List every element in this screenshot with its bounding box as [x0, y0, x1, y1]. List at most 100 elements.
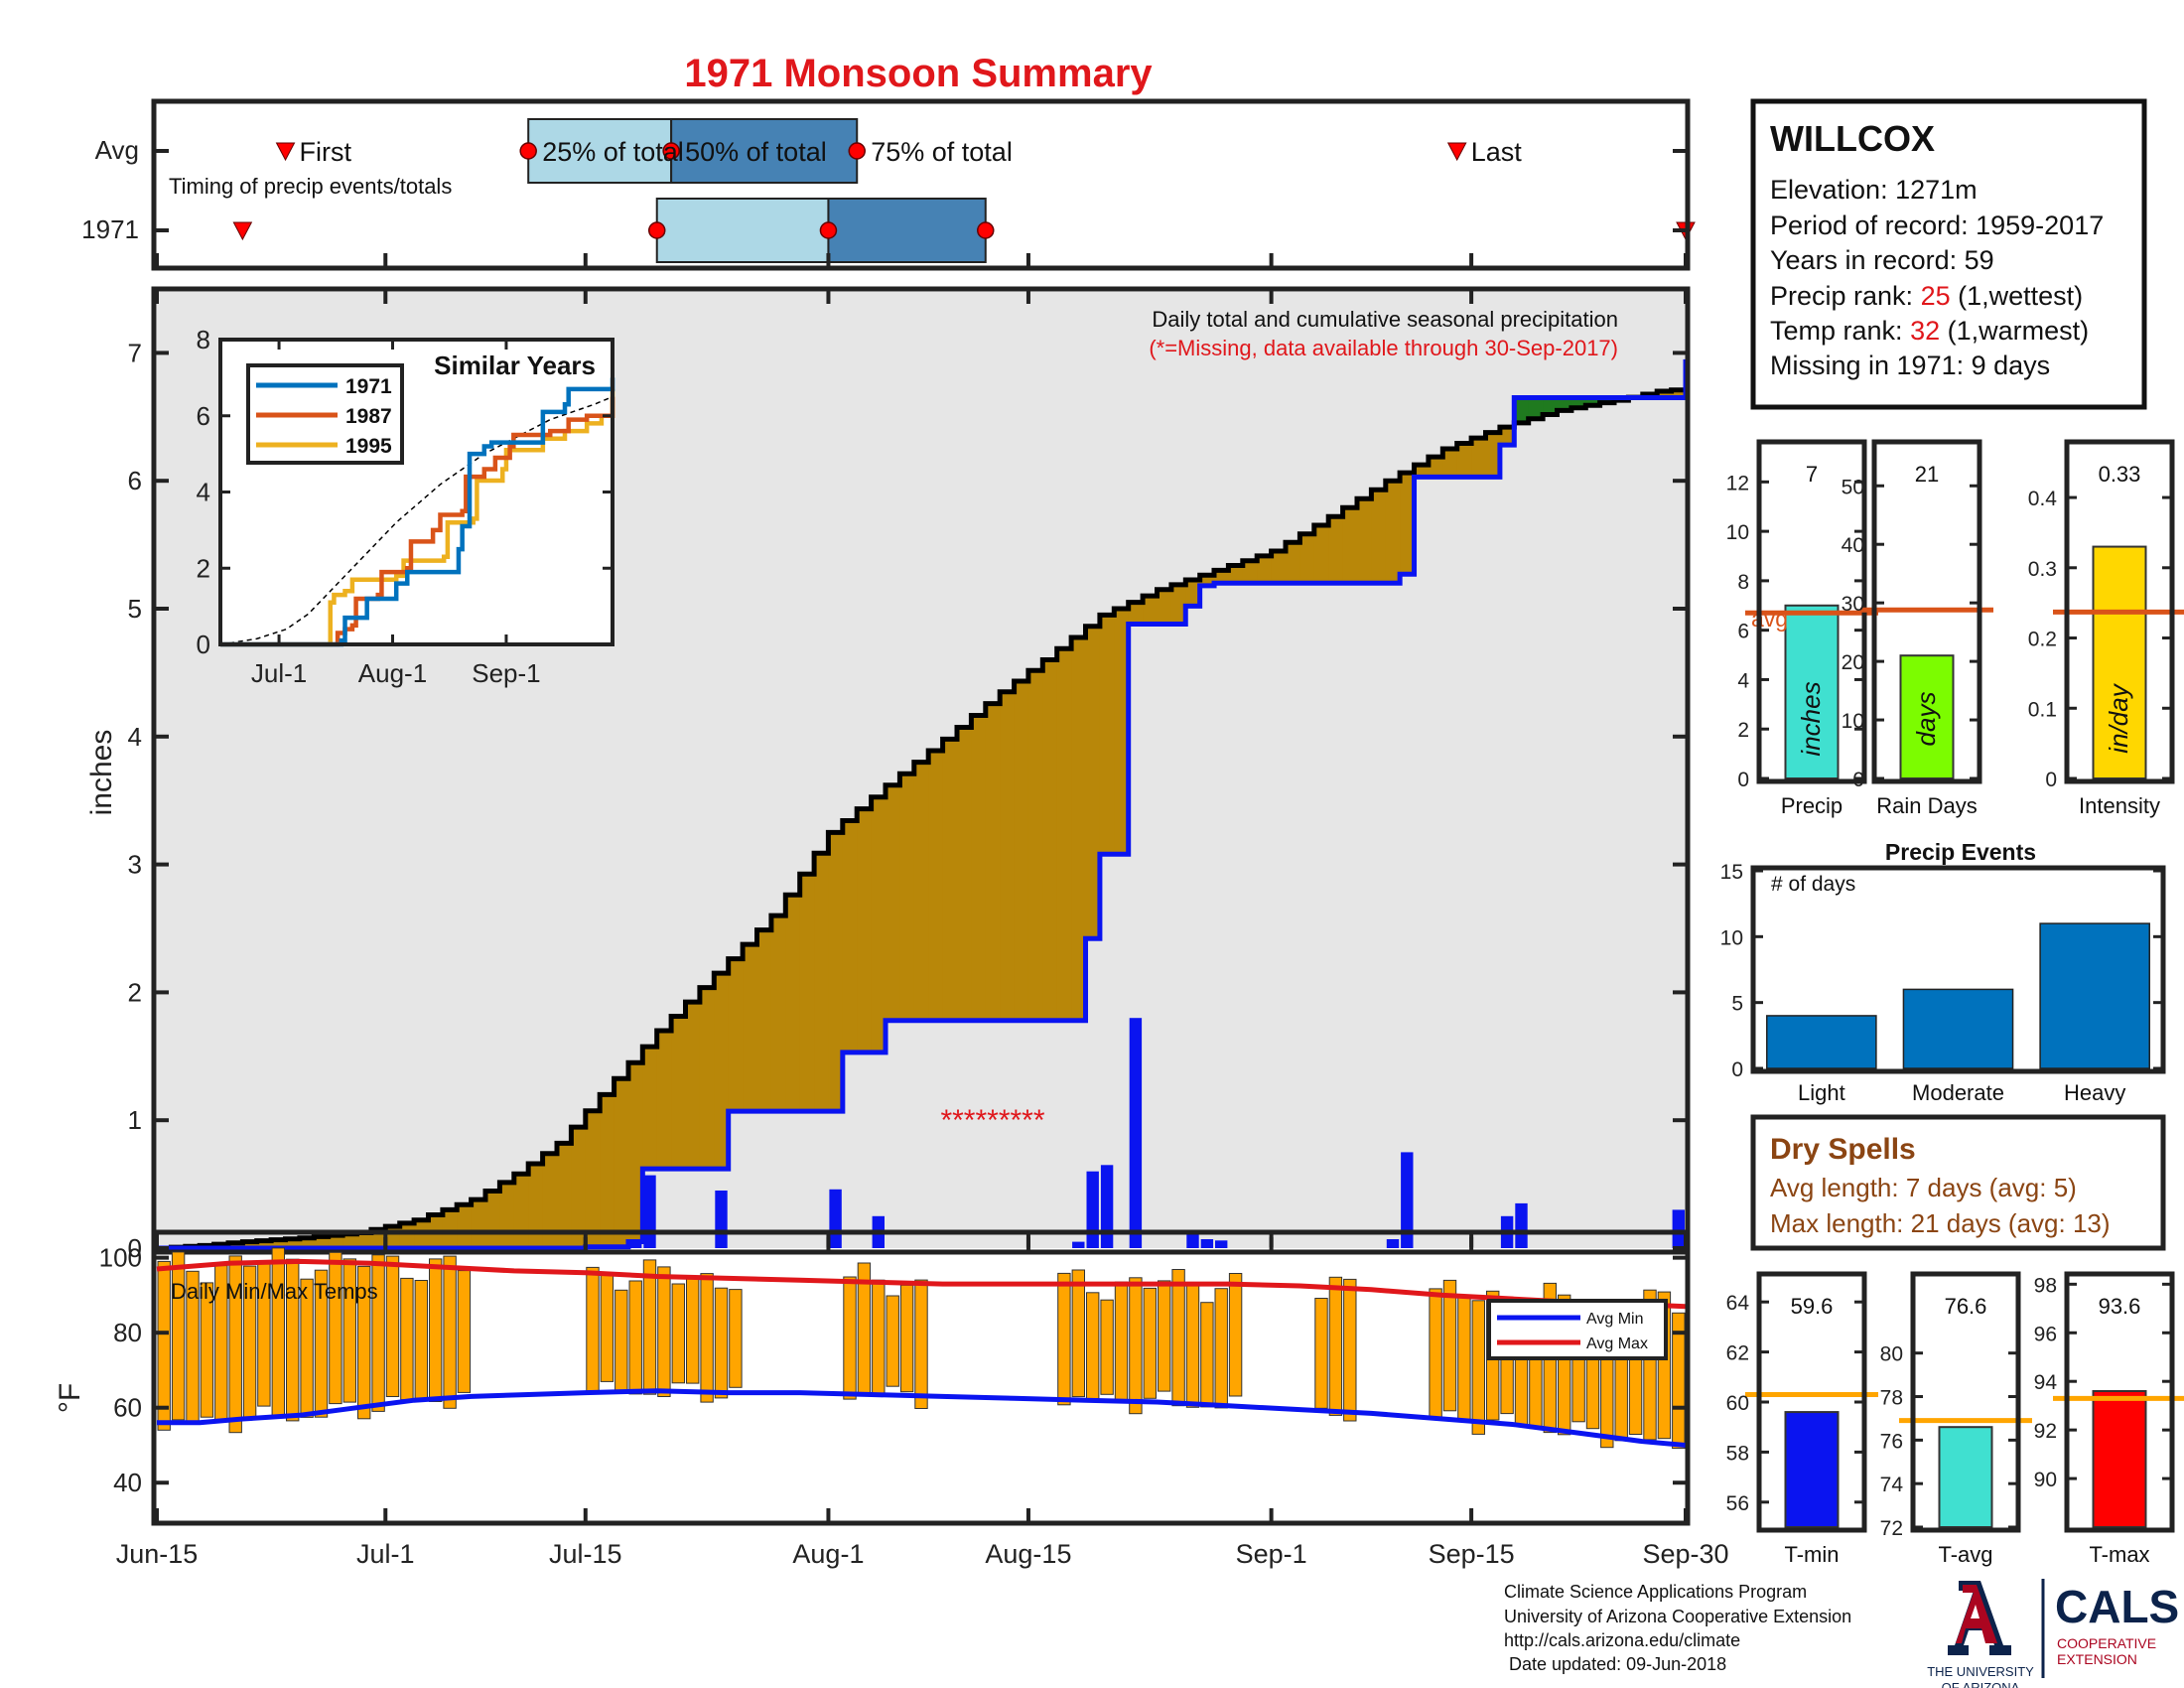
deficit-area-segment	[585, 1110, 601, 1247]
cals-line-1: COOPERATIVE	[2057, 1635, 2156, 1651]
deficit-area-segment	[1214, 570, 1229, 584]
deficit-area-segment	[1471, 438, 1487, 478]
daily-temp-bar	[429, 1258, 443, 1403]
main-ytick-label: 2	[128, 977, 142, 1007]
surplus-area-segment	[1570, 397, 1586, 408]
station-line-period: Period of record: 1959-2017	[1770, 211, 2104, 240]
tavg_bar-xlabel: T-avg	[1938, 1542, 1992, 1567]
raindays_bar-ytick-label: 40	[1842, 534, 1864, 557]
inset-legend: 1971 1987 1995	[246, 363, 404, 465]
deficit-area-segment	[542, 1153, 558, 1248]
main-ytick-label: 4	[128, 722, 142, 752]
inset-line-1987	[220, 396, 615, 647]
daily-precip-bar	[1129, 1018, 1143, 1248]
precip_bar-ytick-label: 8	[1737, 571, 1749, 594]
deficit-area-segment	[1027, 670, 1043, 1021]
deficit-area-segment	[913, 762, 929, 1021]
daily-temp-bar	[271, 1247, 286, 1419]
temps-frame	[151, 1229, 1691, 1526]
deficit-area-segment	[871, 796, 887, 1053]
event-xlabel-moderate: Moderate	[1912, 1080, 2004, 1105]
panel-tavg_bar: 76.6 72 74 76 78 80 T-avg	[1880, 1271, 2032, 1567]
tmin_bar-value-label: 59.6	[1791, 1294, 1834, 1319]
avg-q25-marker	[519, 142, 537, 160]
tavg_bar-value-label: 76.6	[1945, 1294, 1987, 1319]
avg-last-label: Last	[1471, 137, 1523, 167]
main-annotation: Daily total and cumulative seasonal prec…	[1152, 307, 1618, 332]
daily-temp-bar	[329, 1251, 342, 1405]
event-xlabel-light: Light	[1798, 1080, 1845, 1105]
date-axis-label: Aug-15	[985, 1539, 1071, 1569]
daily-temp-bar	[1672, 1312, 1686, 1450]
deficit-area-segment	[1428, 457, 1443, 478]
daily-temp-bar	[1471, 1300, 1485, 1435]
daily-temp-bar	[385, 1255, 400, 1397]
daily-temp-bar	[1228, 1273, 1243, 1397]
avg-q25-q50-box	[527, 118, 673, 184]
daily-temp-bar	[1143, 1287, 1157, 1399]
temps-ylabel: °F	[54, 1383, 86, 1413]
inset-frame	[218, 338, 614, 646]
events-ytick-label: 5	[1731, 993, 1743, 1016]
precip_bar-bar-text: inches	[1796, 681, 1826, 756]
legend-label-avg-max: Avg Max	[1586, 1336, 1648, 1352]
daily-temp-bar	[171, 1251, 186, 1421]
daily-temp-bar	[1314, 1298, 1328, 1409]
raindays_bar-value-label: 21	[1915, 462, 1939, 487]
precip_bar-xlabel: Precip	[1781, 793, 1843, 818]
deficit-area-segment	[899, 774, 915, 1021]
deficit-area-segment	[1014, 681, 1029, 1021]
legend-label-1987: 1987	[345, 405, 392, 428]
timing-frame	[151, 98, 1691, 271]
deficit-area-segment	[770, 915, 786, 1112]
missing-days-marker: *********	[940, 1104, 1044, 1137]
events-ytick-label: 0	[1731, 1058, 1743, 1081]
deficit-area-segment	[1000, 691, 1016, 1021]
intensity_bar-frame	[2064, 439, 2175, 784]
deficit-area-segment	[785, 895, 801, 1112]
deficit-area-segment	[1185, 580, 1201, 607]
tmax_bar-ytick-label: 98	[2034, 1274, 2057, 1297]
daily-precip-bar	[1515, 1202, 1528, 1248]
deficit-area-segment	[957, 727, 972, 1021]
date-axis-label: Sep-1	[1236, 1539, 1307, 1569]
footer-line-4: Date updated: 09-Jun-2018	[1504, 1654, 1726, 1674]
deficit-area-segment	[256, 1240, 272, 1248]
daily-precip-bar	[643, 1175, 656, 1248]
date-axis-label: Sep-15	[1429, 1539, 1515, 1569]
deficit-area-segment	[799, 874, 815, 1112]
intensity_bar-value-label: 0.33	[2099, 462, 2141, 487]
events-title: Precip Events	[1885, 839, 2036, 865]
panel-raindays_bar: 21 0 10 20 30 40 50 days Rain Days	[1842, 439, 1993, 818]
daily-temp-bar	[600, 1272, 614, 1382]
deficit-area-segment	[1328, 516, 1344, 584]
avg-max-temp-line	[156, 1258, 1687, 1310]
daily-temp-bar	[586, 1266, 600, 1395]
deficit-area-segment	[714, 973, 730, 1170]
precip_bar-ytick-label: 0	[1737, 769, 1749, 791]
daily-temp-bar	[714, 1287, 729, 1399]
daily-temp-bar	[1185, 1285, 1200, 1408]
cals-wordmark: CALS	[2055, 1581, 2179, 1632]
footer-credits: Climate Science Applications Program Uni…	[1504, 1582, 1851, 1674]
tmin_bar-xlabel: T-min	[1785, 1542, 1840, 1567]
raindays_bar-ytick-label: 20	[1842, 651, 1864, 674]
avg-q50-q75-box	[670, 118, 859, 184]
daily-temp-bar	[729, 1289, 743, 1388]
raindays_bar-xlabel: Rain Days	[1876, 793, 1977, 818]
deficit-area-segment	[1442, 449, 1458, 478]
daily-temp-bar	[1158, 1280, 1171, 1392]
temps-title: Daily Min/Max Temps	[171, 1279, 378, 1304]
surplus-area-segment	[1514, 397, 1530, 423]
legend-label-avg-min: Avg Min	[1586, 1311, 1644, 1328]
main-ylabel: inches	[85, 730, 118, 816]
daily-temp-bar	[1071, 1269, 1085, 1398]
precip_bar-value-label: 7	[1806, 462, 1818, 487]
daily-temp-bar	[228, 1255, 242, 1434]
deficit-area-segment	[1056, 648, 1072, 1021]
deficit-area-segment	[442, 1209, 458, 1248]
footer-line-2: University of Arizona Cooperative Extens…	[1504, 1607, 1851, 1626]
deficit-area-segment	[342, 1233, 358, 1248]
daily-temp-bar	[886, 1295, 899, 1387]
surplus-area-segment	[1557, 397, 1572, 411]
